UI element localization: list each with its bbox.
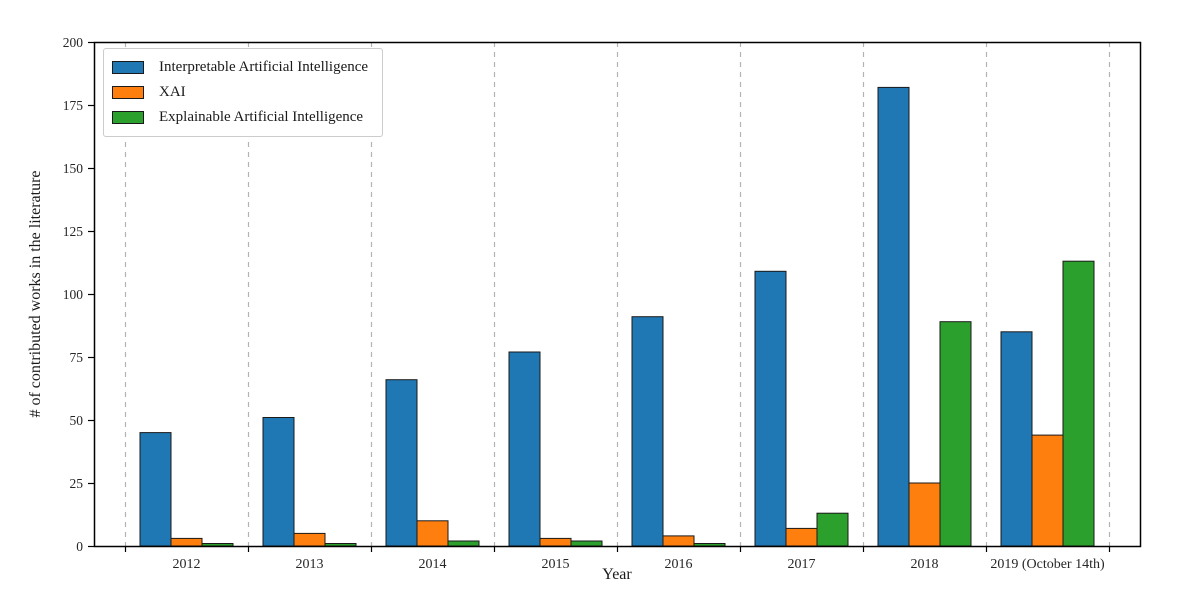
x-tick-label-2018: 2018 (911, 557, 939, 572)
y-tick-label-0: 0 (76, 539, 83, 554)
bar-interpretable-artificial-intelligence-2018 (877, 86, 910, 547)
bar-interpretable-artificial-intelligence-2019-october-14th (1000, 331, 1033, 547)
bar-explainable-artificial-intelligence-2013 (324, 543, 357, 547)
x-tick-label-2012: 2012 (173, 557, 201, 572)
bar-xai-2015 (539, 537, 572, 547)
y-axis-label: # of contributed works in the literature (27, 170, 44, 418)
legend-item-interpretable-artificial-intelligence: Interpretable Artificial Intelligence (112, 55, 368, 80)
y-tick-label-175: 175 (63, 98, 84, 113)
y-tick-label-25: 25 (70, 476, 84, 491)
bar-xai-2016 (662, 535, 695, 547)
y-tick-label-50: 50 (70, 413, 84, 428)
bar-interpretable-artificial-intelligence-2017 (754, 270, 787, 547)
legend-swatch-explainable-artificial-intelligence (112, 111, 144, 124)
y-tick-label-100: 100 (63, 287, 84, 302)
x-tick-label-2017: 2017 (788, 557, 816, 572)
bar-interpretable-artificial-intelligence-2015 (508, 351, 541, 547)
legend-label-interpretable-artificial-intelligence: Interpretable Artificial Intelligence (159, 59, 369, 75)
bar-xai-2018 (908, 482, 941, 547)
bar-interpretable-artificial-intelligence-2016 (631, 316, 664, 547)
bar-xai-2017 (785, 527, 818, 547)
x-tick-label-2013: 2013 (296, 557, 324, 572)
legend: Interpretable Artificial Intelligence XAI… (103, 48, 384, 137)
bar-xai-2019-october-14th (1031, 434, 1064, 547)
legend-label-explainable-artificial-intelligence: Explainable Artificial Intelligence (159, 109, 364, 125)
bar-explainable-artificial-intelligence-2015 (570, 540, 603, 547)
bar-interpretable-artificial-intelligence-2012 (139, 432, 172, 547)
y-tick-label-150: 150 (63, 161, 84, 176)
x-tick-label-2019-october-14th: 2019 (October 14th) (990, 557, 1105, 572)
bar-xai-2013 (293, 532, 326, 547)
x-tick-label-2014: 2014 (419, 557, 447, 572)
bar-xai-2014 (416, 520, 449, 547)
legend-item-explainable-artificial-intelligence: Explainable Artificial Intelligence (112, 105, 368, 130)
bar-xai-2012 (170, 537, 203, 547)
legend-swatch-xai (112, 86, 144, 99)
legend-swatch-interpretable-artificial-intelligence (112, 61, 144, 74)
bar-explainable-artificial-intelligence-2014 (447, 540, 480, 547)
x-tick-label-2015: 2015 (542, 557, 570, 572)
bar-explainable-artificial-intelligence-2016 (693, 543, 726, 547)
bar-explainable-artificial-intelligence-2018 (939, 321, 972, 547)
legend-item-xai: XAI (112, 80, 368, 105)
legend-label-xai: XAI (159, 84, 186, 100)
bar-explainable-artificial-intelligence-2012 (201, 543, 234, 547)
y-tick-label-125: 125 (63, 224, 84, 239)
bar-explainable-artificial-intelligence-2019-october-14th (1062, 260, 1095, 547)
bar-interpretable-artificial-intelligence-2014 (385, 379, 418, 547)
bar-interpretable-artificial-intelligence-2013 (262, 417, 295, 547)
plot-border (93, 41, 1142, 548)
bar-explainable-artificial-intelligence-2017 (816, 512, 849, 547)
y-tick-label-75: 75 (70, 350, 84, 365)
x-tick-label-2016: 2016 (665, 557, 693, 572)
y-tick-label-200: 200 (63, 35, 84, 50)
x-axis-label: Year (602, 566, 632, 583)
